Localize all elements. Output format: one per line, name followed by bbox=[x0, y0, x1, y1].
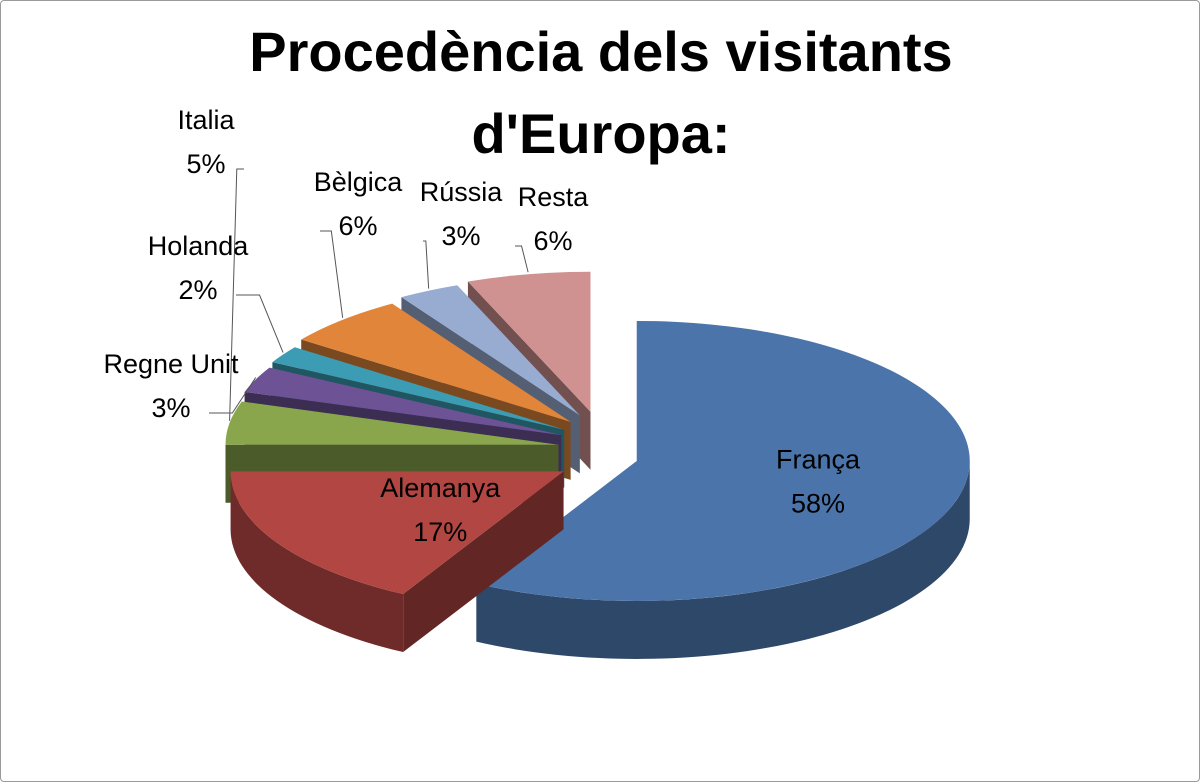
slice-top bbox=[230, 471, 564, 595]
leader-line bbox=[320, 230, 344, 318]
slice-side bbox=[230, 471, 404, 653]
category-label: Alemanya bbox=[380, 473, 501, 503]
value-label: 6% bbox=[533, 226, 572, 256]
slice-top bbox=[244, 367, 562, 436]
category-label: Resta bbox=[518, 182, 590, 212]
category-label: Rússia bbox=[420, 177, 504, 207]
leader-line bbox=[229, 168, 244, 421]
value-label: 17% bbox=[413, 517, 467, 547]
value-label: 2% bbox=[178, 275, 217, 305]
slice-top bbox=[401, 285, 580, 416]
slice-wall bbox=[403, 471, 564, 653]
value-label: 3% bbox=[441, 221, 480, 251]
value-label: 6% bbox=[338, 211, 377, 241]
slice bbox=[476, 320, 970, 659]
value-label: 3% bbox=[151, 393, 190, 423]
slice-top bbox=[476, 320, 970, 601]
leader-line bbox=[423, 240, 430, 289]
category-label: Holanda bbox=[148, 231, 250, 261]
category-label: França bbox=[776, 444, 861, 474]
category-label: Regne Unit bbox=[103, 349, 239, 379]
leader-line bbox=[236, 294, 284, 353]
value-label: 5% bbox=[186, 149, 225, 179]
category-label: Bèlgica bbox=[314, 167, 404, 197]
leader-line bbox=[515, 245, 529, 273]
slice-top bbox=[301, 303, 571, 422]
leader-line bbox=[209, 377, 257, 414]
slice-top bbox=[272, 347, 565, 430]
slice-top bbox=[467, 271, 591, 412]
value-label: 58% bbox=[791, 488, 845, 518]
chart-title: Procedència dels visitants d'Europa: bbox=[249, 20, 953, 165]
category-label: Italia bbox=[177, 105, 235, 135]
slice bbox=[230, 471, 564, 653]
slice-side bbox=[476, 460, 970, 659]
slice-top bbox=[225, 401, 559, 445]
